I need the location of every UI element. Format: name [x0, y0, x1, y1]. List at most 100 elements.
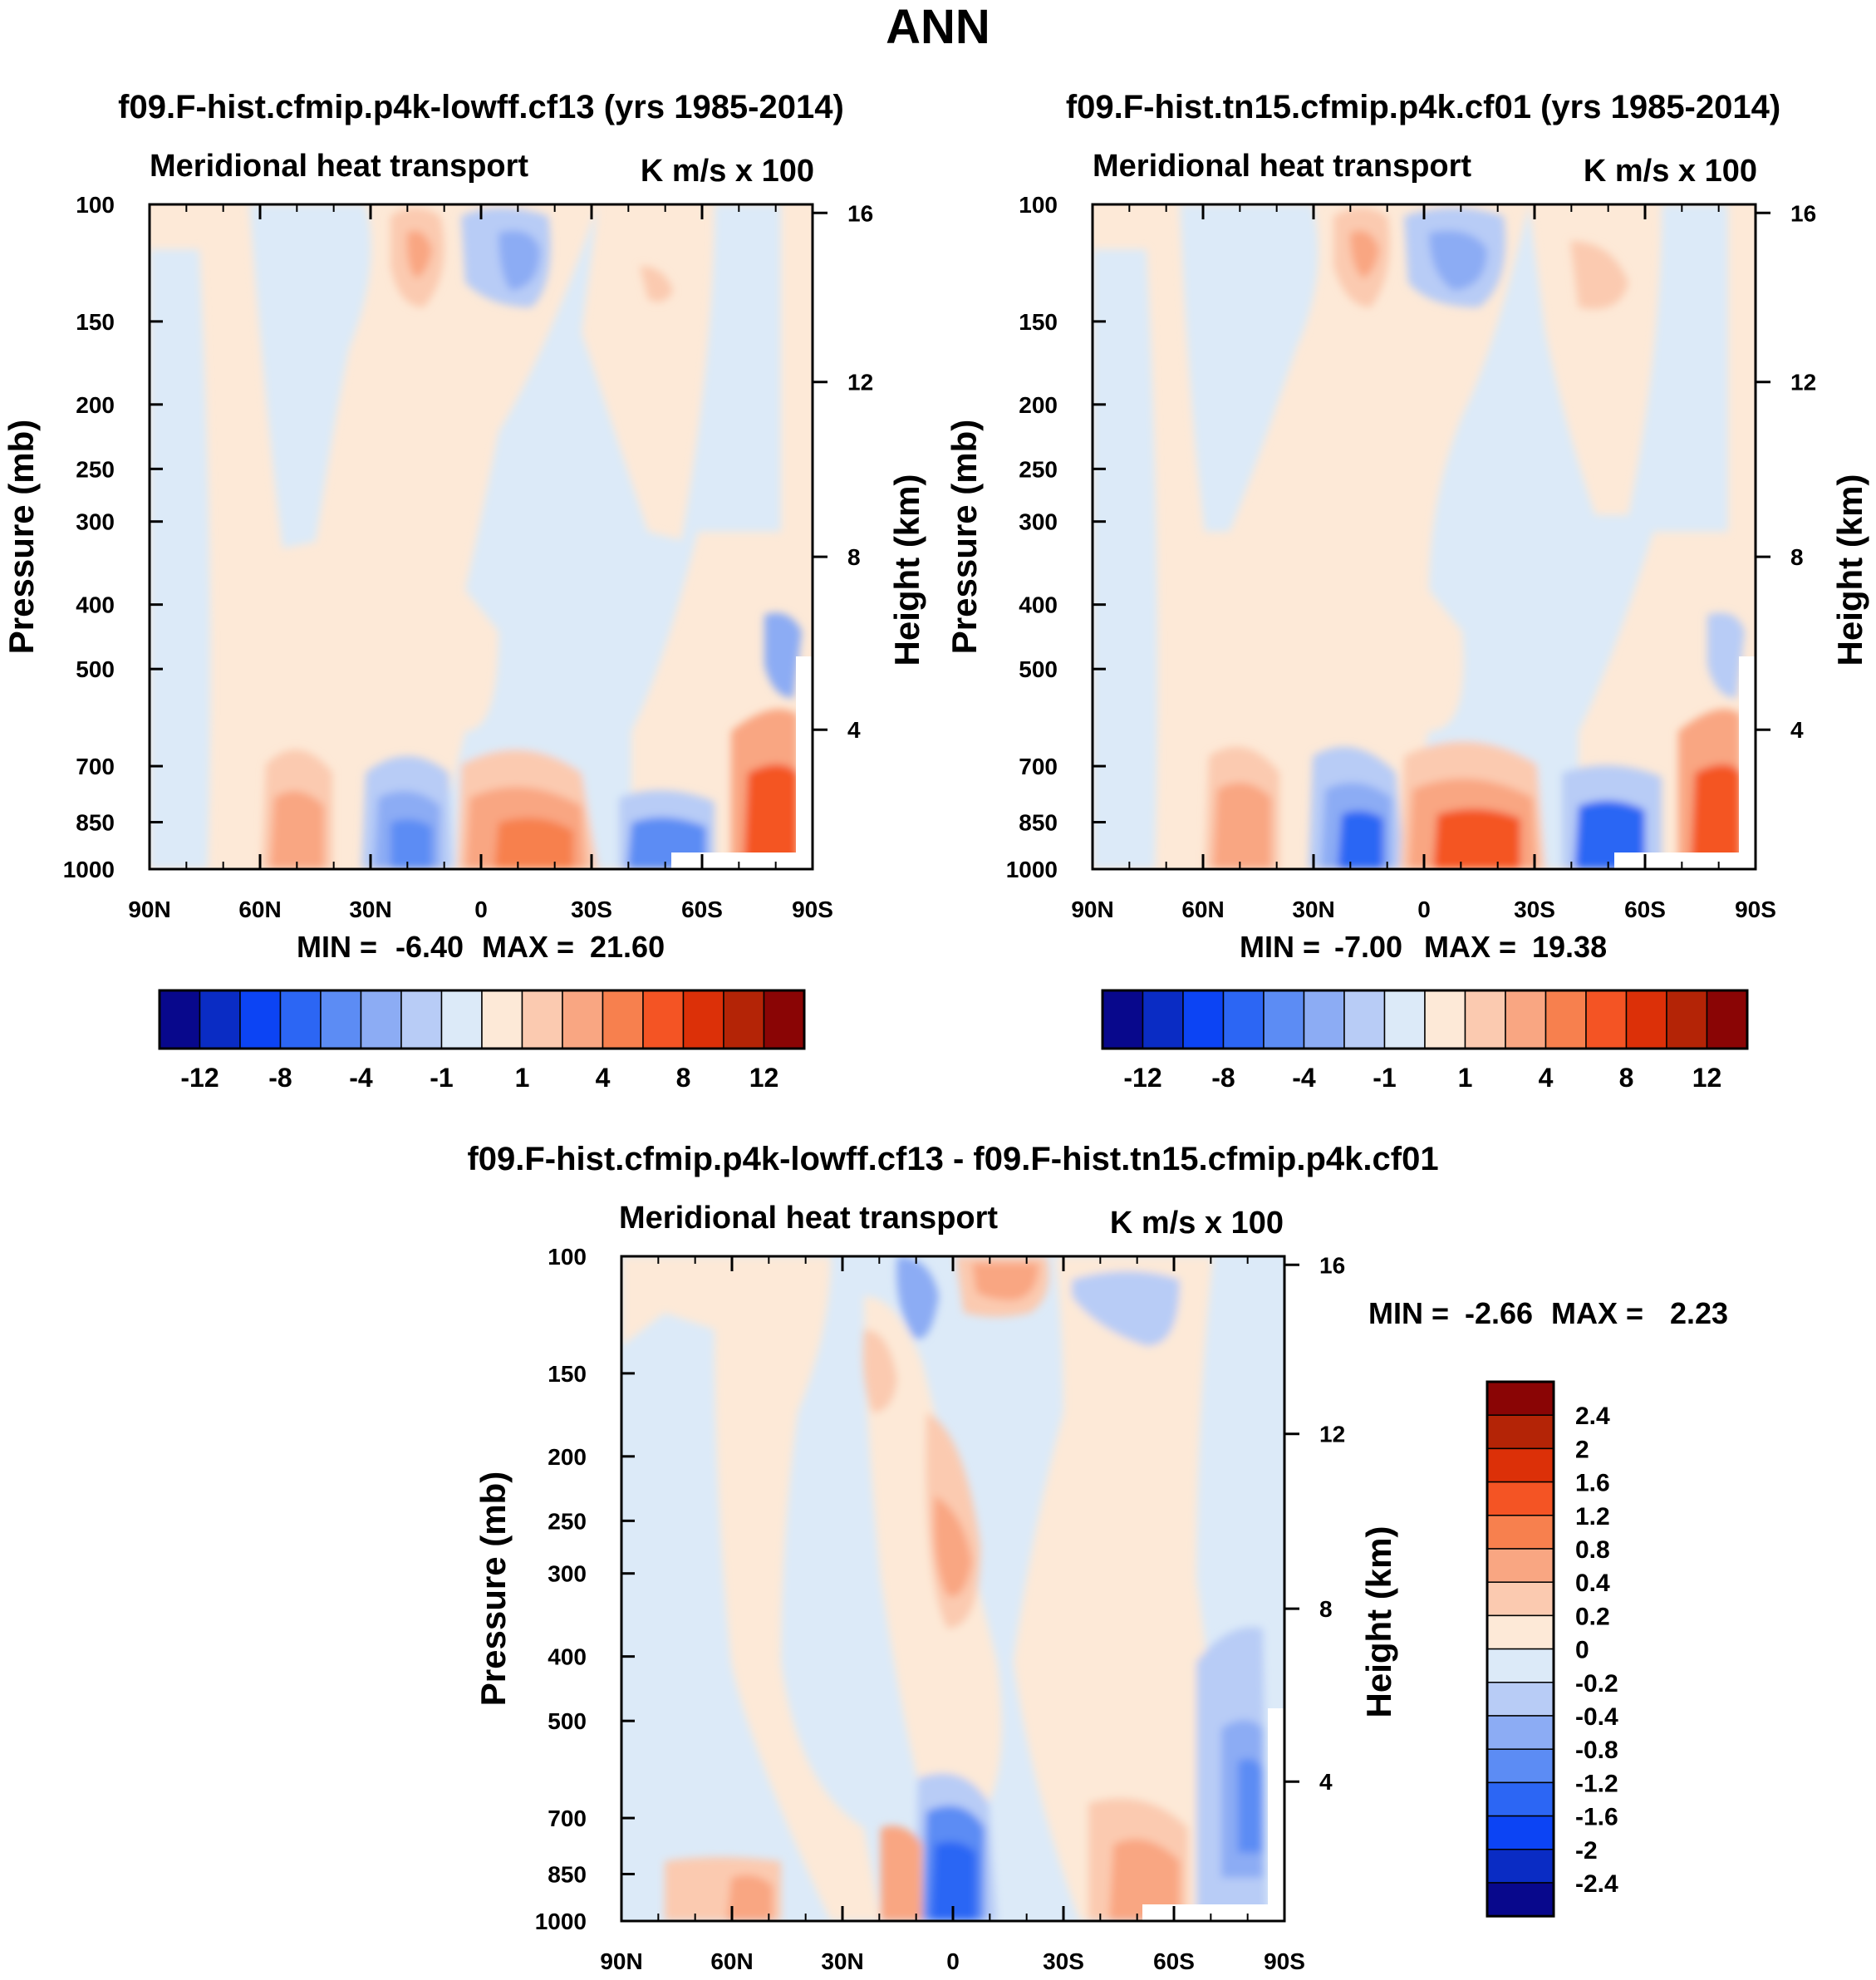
- y-right-axis-label: Height (km): [887, 474, 926, 666]
- panel-3: f09.F-hist.cfmip.p4k-lowff.cf13 - f09.F-…: [467, 1141, 1438, 1974]
- panel-3-title: f09.F-hist.cfmip.p4k-lowff.cf13 - f09.F-…: [467, 1141, 1438, 1177]
- colorbar-swatch: [1142, 990, 1184, 1049]
- panel-3-field: [621, 1256, 1284, 1921]
- panel-2-subtitle-right: K m/s x 100: [1584, 154, 1757, 189]
- colorbar-swatch: [1706, 990, 1748, 1049]
- colorbar-swatch: [1102, 990, 1144, 1049]
- y-tick-label: 700: [1019, 754, 1058, 779]
- colorbar-swatch: [1486, 1715, 1554, 1750]
- colorbar-swatch: [682, 990, 724, 1049]
- y-tick-label: 700: [548, 1806, 587, 1831]
- y-tick-label: 100: [1019, 192, 1058, 218]
- y-right-tick-label: 8: [1790, 544, 1804, 570]
- colorbar-label: -1: [1373, 1063, 1396, 1093]
- colorbar-swatch: [521, 990, 563, 1049]
- y-tick-label: 200: [548, 1444, 587, 1470]
- colorbar-swatch: [763, 990, 805, 1049]
- colorbar-2: -12 -8 -4 -1 1 4 8 12: [1101, 989, 1749, 1093]
- colorbar-label: -1.6: [1575, 1804, 1618, 1831]
- y-tick-label: 850: [548, 1862, 587, 1888]
- colorbar-swatch: [159, 990, 201, 1049]
- colorbar-label: 2.4: [1575, 1403, 1610, 1430]
- y-tick-label: 150: [1019, 309, 1058, 335]
- x-tick-label: 60N: [710, 1948, 753, 1974]
- colorbar-swatch: [199, 990, 241, 1049]
- panel-1: f09.F-hist.cfmip.p4k-lowff.cf13 (yrs 198…: [2, 89, 926, 922]
- y-right-tick-label: 16: [1319, 1252, 1345, 1278]
- x-tick-label: 60S: [1624, 897, 1666, 922]
- y-tick-label: 150: [548, 1361, 587, 1387]
- colorbar-swatch: [1666, 990, 1708, 1049]
- panel-1-title: f09.F-hist.cfmip.p4k-lowff.cf13 (yrs 198…: [118, 89, 844, 125]
- panel-2-field: [1093, 204, 1756, 869]
- y-tick-label: 100: [76, 192, 115, 218]
- x-tick-label: 90S: [792, 897, 833, 922]
- x-tick-label: 60N: [1181, 897, 1224, 922]
- x-tick-label: 30S: [1514, 897, 1555, 922]
- colorbar-swatch: [400, 990, 443, 1049]
- x-tick-label: 90S: [1264, 1948, 1305, 1974]
- colorbar-swatch: [602, 990, 644, 1049]
- colorbar-swatch: [1486, 1581, 1554, 1617]
- colorbar-swatch: [1486, 1381, 1554, 1416]
- colorbar-1: -12 -8 -4 -1 1 4 8 12: [158, 989, 806, 1093]
- colorbar-label: 0.8: [1575, 1536, 1610, 1564]
- panel-3-minmax: MIN = -2.66 MAX = 2.23: [1368, 1296, 1728, 1330]
- colorbar-frame: [158, 989, 806, 1050]
- panel-1-field: [150, 204, 813, 869]
- panel-3-max-label: MAX =: [1551, 1296, 1643, 1330]
- page-title: ANN: [886, 0, 990, 54]
- colorbar-label: -0.8: [1575, 1737, 1618, 1764]
- colorbar-swatch: [1625, 990, 1667, 1049]
- colorbar-swatch: [360, 990, 402, 1049]
- colorbar-swatch: [1383, 990, 1426, 1049]
- colorbar-swatch: [723, 990, 765, 1049]
- colorbar-label: 1: [1458, 1063, 1473, 1093]
- y-axis-label: Pressure (mb): [945, 420, 984, 654]
- colorbar-label: 8: [676, 1063, 691, 1093]
- panel-2-title: f09.F-hist.tn15.cfmip.p4k.cf01 (yrs 1985…: [1066, 89, 1780, 125]
- colorbar-label: -2.4: [1575, 1870, 1618, 1898]
- colorbar-label: -8: [1211, 1063, 1235, 1093]
- colorbar-swatch: [1303, 990, 1345, 1049]
- colorbar-label: 2: [1575, 1436, 1589, 1463]
- y-tick-label: 850: [76, 810, 115, 836]
- colorbar-swatch: [1343, 990, 1386, 1049]
- colorbar-swatch: [1585, 990, 1628, 1049]
- y-tick-label: 150: [76, 309, 115, 335]
- y-right-tick-label: 8: [1319, 1596, 1333, 1622]
- colorbar-label: -0.4: [1575, 1703, 1618, 1731]
- colorbar-label: -8: [268, 1063, 292, 1093]
- y-right-axis-label: Height (km): [1359, 1526, 1398, 1718]
- colorbar-label: 12: [749, 1063, 779, 1093]
- y-tick-label: 400: [548, 1644, 587, 1670]
- colorbar-swatch: [481, 990, 523, 1049]
- colorbar-label: 4: [596, 1063, 611, 1093]
- x-tick-label: 90N: [128, 897, 170, 922]
- colorbar-swatch: [279, 990, 322, 1049]
- y-tick-label: 200: [76, 392, 115, 418]
- colorbar-swatch: [1222, 990, 1265, 1049]
- colorbar-label: 0.4: [1575, 1570, 1610, 1597]
- panel-3-min-label: MIN =: [1368, 1296, 1449, 1330]
- x-tick-label: 0: [474, 897, 488, 922]
- panel-2-subtitle-left: Meridional heat transport: [1093, 149, 1471, 184]
- y-right-tick-label: 8: [847, 544, 861, 570]
- colorbar-swatch: [239, 990, 282, 1049]
- colorbar-swatch: [1486, 1481, 1554, 1516]
- panel-1-axes: 90N 60N 30N 0 30S 60S 90S 100 150 200 250 300 400 500…: [2, 192, 926, 922]
- y-tick-label: 1000: [63, 857, 115, 882]
- y-right-tick-label: 12: [1319, 1422, 1345, 1447]
- panel-3-subtitle-left: Meridional heat transport: [619, 1201, 998, 1236]
- panel-1-subtitle-left: Meridional heat transport: [150, 149, 528, 184]
- panel-3-min-value: -2.66: [1465, 1296, 1533, 1330]
- colorbar-swatch: [320, 990, 362, 1049]
- x-tick-label: 60S: [681, 897, 723, 922]
- y-tick-label: 300: [1019, 509, 1058, 535]
- x-tick-label: 30S: [1043, 1948, 1084, 1974]
- y-tick-label: 250: [1019, 456, 1058, 482]
- x-tick-label: 90N: [600, 1948, 642, 1974]
- panel-2-max-label: MAX =: [1424, 930, 1516, 964]
- panel-1-max-label: MAX =: [482, 930, 574, 964]
- panel-2-min-value: -7.00: [1334, 930, 1402, 964]
